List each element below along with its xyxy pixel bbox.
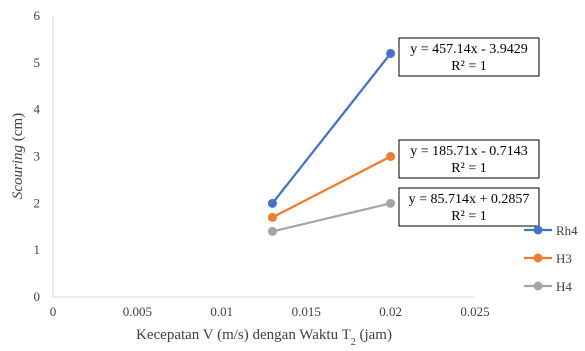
legend-item-h4: H4 [524, 279, 572, 294]
y-tick-label: 3 [34, 149, 41, 164]
legend-label: Rh4 [556, 223, 578, 238]
legend-label: H4 [556, 279, 572, 294]
trendline-r-squared: R² = 1 [451, 209, 486, 224]
equation-box [398, 187, 540, 227]
data-point [267, 198, 277, 208]
legend-marker [533, 225, 543, 235]
data-point [386, 48, 396, 58]
series-layer [267, 48, 396, 236]
y-tick-label: 6 [34, 8, 41, 23]
trendline-r-squared: R² = 1 [451, 161, 486, 176]
y-tick-label: 5 [34, 55, 41, 70]
x-tick-label: 0.01 [210, 304, 233, 319]
trendline-label-h3: y = 185.71x - 0.7143 R² = 1 [398, 139, 540, 179]
y-tick-labels: 0 1 2 3 4 5 6 [34, 8, 41, 304]
series-rh4 [267, 48, 396, 208]
x-tick-label: 0.025 [460, 304, 489, 319]
legend-item-h3: H3 [524, 251, 572, 266]
trendline-equation: y = 185.71x - 0.7143 [410, 144, 528, 159]
legend: Rh4 H3 H4 [524, 223, 578, 294]
series-h4 [267, 198, 396, 236]
legend-label: H3 [556, 251, 572, 266]
x-axis-title: Kecepatan V (m/s) dengan Waktu T2 (jam) [136, 327, 392, 348]
series-line [271, 155, 392, 219]
x-tick-label: 0.015 [292, 304, 321, 319]
x-tick-label: 0.02 [379, 304, 402, 319]
series-h3 [267, 152, 396, 222]
y-axis-title: Scouring (cm) [10, 113, 26, 199]
y-tick-label: 4 [34, 102, 41, 117]
data-point [386, 152, 396, 161]
series-line [271, 52, 392, 205]
x-tick-label: 0 [50, 304, 57, 319]
equation-box [398, 37, 540, 77]
trendline-label-h4: y = 85.714x + 0.2857 R² = 1 [398, 187, 540, 227]
data-point [386, 198, 396, 208]
legend-marker [533, 253, 543, 263]
chart-axes [52, 16, 475, 298]
y-tick-label: 1 [34, 242, 41, 257]
x-tick-labels: 0 0.005 0.01 0.015 0.02 0.025 [50, 304, 490, 319]
legend-marker [533, 281, 543, 291]
data-point [267, 212, 277, 222]
y-tick-label: 2 [34, 195, 41, 210]
series-line [272, 202, 391, 233]
trendline-label-rh4: y = 457.14x - 3.9429 R² = 1 [398, 37, 540, 77]
x-tick-label: 0.005 [123, 304, 152, 319]
trendline-equation: y = 85.714x + 0.2857 [409, 192, 530, 207]
trendline-r-squared: R² = 1 [451, 59, 486, 74]
legend-item-rh4: Rh4 [524, 223, 578, 238]
equation-box [398, 139, 540, 179]
y-tick-label: 0 [34, 289, 41, 304]
trendline-equation: y = 457.14x - 3.9429 [410, 42, 528, 57]
data-point [267, 226, 277, 236]
